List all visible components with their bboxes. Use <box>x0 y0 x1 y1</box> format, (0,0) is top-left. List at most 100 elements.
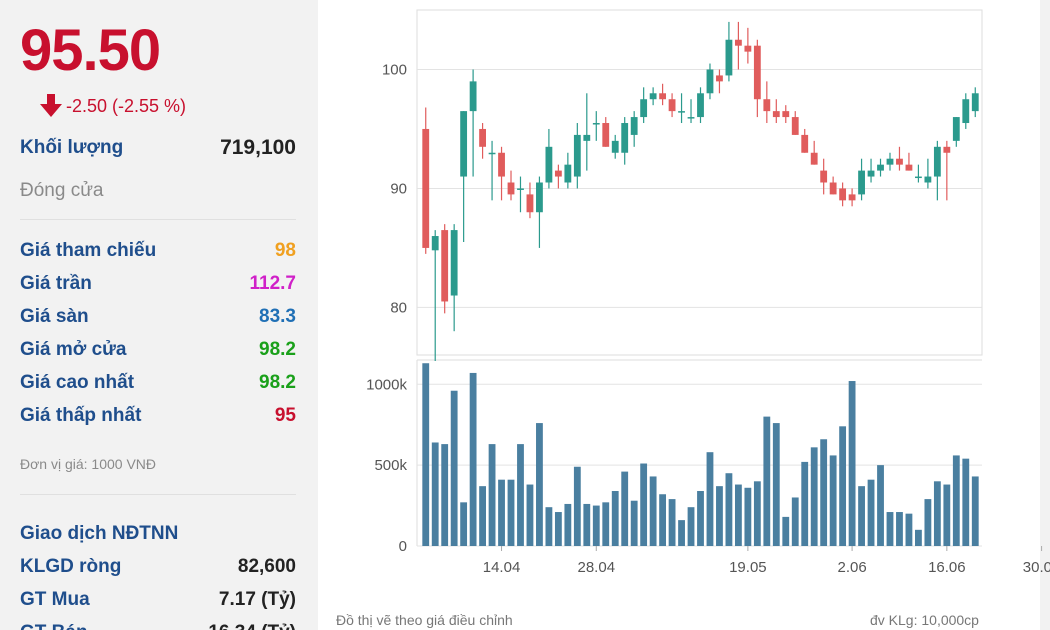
candle-body <box>962 99 970 124</box>
volume-bar <box>810 447 818 546</box>
price-change: -2.50 (-2.55 %) <box>40 94 186 118</box>
candle-body <box>848 194 856 201</box>
volume-bar <box>782 516 790 546</box>
candle-body <box>753 45 761 100</box>
foreign-title-row: Giao dịch NĐTNN <box>20 523 296 545</box>
volume-bar <box>744 487 752 546</box>
candle-body <box>725 39 733 76</box>
price-value: 98 <box>274 240 296 261</box>
volume-bar <box>820 439 828 546</box>
volume-bar <box>877 465 884 546</box>
candle-body <box>772 111 780 118</box>
volume-bar <box>460 502 468 546</box>
candle-body <box>488 152 496 155</box>
volume-bar <box>725 473 733 546</box>
volume-bar <box>488 444 496 546</box>
candle-body <box>469 81 477 112</box>
candle-body <box>943 146 951 153</box>
volume-bar <box>640 463 648 546</box>
x-tick-label: 19.05 <box>729 559 767 576</box>
arrow-down-icon <box>40 94 62 117</box>
foreign-value: 7.17 (Tỷ) <box>218 589 296 610</box>
candle-body <box>507 182 515 195</box>
volume-bar <box>611 491 619 546</box>
volume-bar <box>469 372 477 546</box>
volume-bar <box>716 486 723 546</box>
candle-body <box>422 128 430 248</box>
candle-body <box>810 152 818 165</box>
price-tick-label: 90 <box>390 180 407 197</box>
foreign-value: 82,600 <box>237 556 296 577</box>
volume-bar <box>536 423 543 546</box>
volume-bar <box>517 444 524 546</box>
divider <box>20 219 296 220</box>
volume-bar <box>554 512 562 546</box>
price-row: Giá cao nhất 98.2 <box>20 372 296 394</box>
candle-body <box>952 117 960 141</box>
foreign-row: GT Bán 16.34 (Tỷ) <box>20 622 296 630</box>
price-row: Giá mở cửa 98.2 <box>20 339 296 361</box>
divider <box>20 494 296 495</box>
price-value: 98.2 <box>259 339 296 360</box>
price-label: Giá sàn <box>20 306 89 327</box>
candle-body <box>839 188 847 201</box>
candle-body <box>877 164 884 171</box>
candle-body <box>678 111 685 113</box>
candle-body <box>573 134 581 177</box>
volume-bar <box>791 497 799 546</box>
volume-bar <box>924 499 932 546</box>
volume-tick-label: 1000k <box>366 376 407 393</box>
volume-bar <box>867 479 875 546</box>
foreign-label: GT Mua <box>20 589 90 610</box>
volume-bar <box>952 455 960 546</box>
stock-summary-panel: 95.50 -2.50 (-2.55 %) Khối lượng 719,100… <box>0 0 318 630</box>
volume-bar <box>933 481 941 546</box>
candle-body <box>744 45 752 52</box>
volume-bar <box>422 363 430 546</box>
candle-body <box>640 99 648 118</box>
foreign-trading-title: Giao dịch NĐTNN <box>20 523 179 544</box>
price-value: 95 <box>274 405 296 426</box>
status-row: Đóng cửa <box>20 180 296 202</box>
candle-body <box>791 117 799 135</box>
volume-tick-label: 500k <box>374 457 407 474</box>
volume-bar <box>848 381 856 546</box>
candle-body <box>649 93 657 100</box>
price-row: Giá trần 112.7 <box>20 273 296 295</box>
candle-body <box>659 93 667 100</box>
candle-body <box>441 230 449 302</box>
volume-bar <box>507 479 515 546</box>
x-tick-label: 16.06 <box>928 559 966 576</box>
candle-body <box>554 170 562 177</box>
price-row: Giá tham chiếu 98 <box>20 240 296 262</box>
right-edge-panel <box>1040 0 1050 630</box>
candle-body <box>630 117 638 135</box>
candle-body <box>829 182 837 195</box>
candle-body <box>564 164 572 183</box>
candle-body <box>621 123 629 153</box>
volume-bar <box>763 416 771 546</box>
price-label: Giá mở cửa <box>20 339 127 360</box>
price-volume-chart: 80 90 100 0 500k 1000k 14.04 28.04 19.05 2.06 16.0… <box>366 9 1050 576</box>
price-change-text: -2.50 (-2.55 %) <box>66 95 187 116</box>
volume-bar <box>564 503 572 546</box>
candle-body <box>611 140 619 153</box>
volume-bar <box>697 491 704 546</box>
volume-bar <box>734 484 742 546</box>
price-tick-label: 80 <box>390 299 407 316</box>
price-value: 98.2 <box>259 372 296 393</box>
candle-body <box>526 194 534 213</box>
volume-bar <box>896 512 903 546</box>
current-price: 95.50 <box>20 18 161 83</box>
candle-body <box>592 123 600 125</box>
volume-bar <box>706 452 714 546</box>
volume-bar <box>583 503 591 546</box>
foreign-label: KLGD ròng <box>20 556 122 577</box>
candle-body <box>716 75 723 82</box>
volume-label: Khối lượng <box>20 137 124 158</box>
volume-bar <box>649 476 657 546</box>
volume-bar <box>498 479 505 546</box>
volume-bar <box>431 442 439 546</box>
candle-body <box>602 123 610 147</box>
volume-bar <box>943 484 951 546</box>
